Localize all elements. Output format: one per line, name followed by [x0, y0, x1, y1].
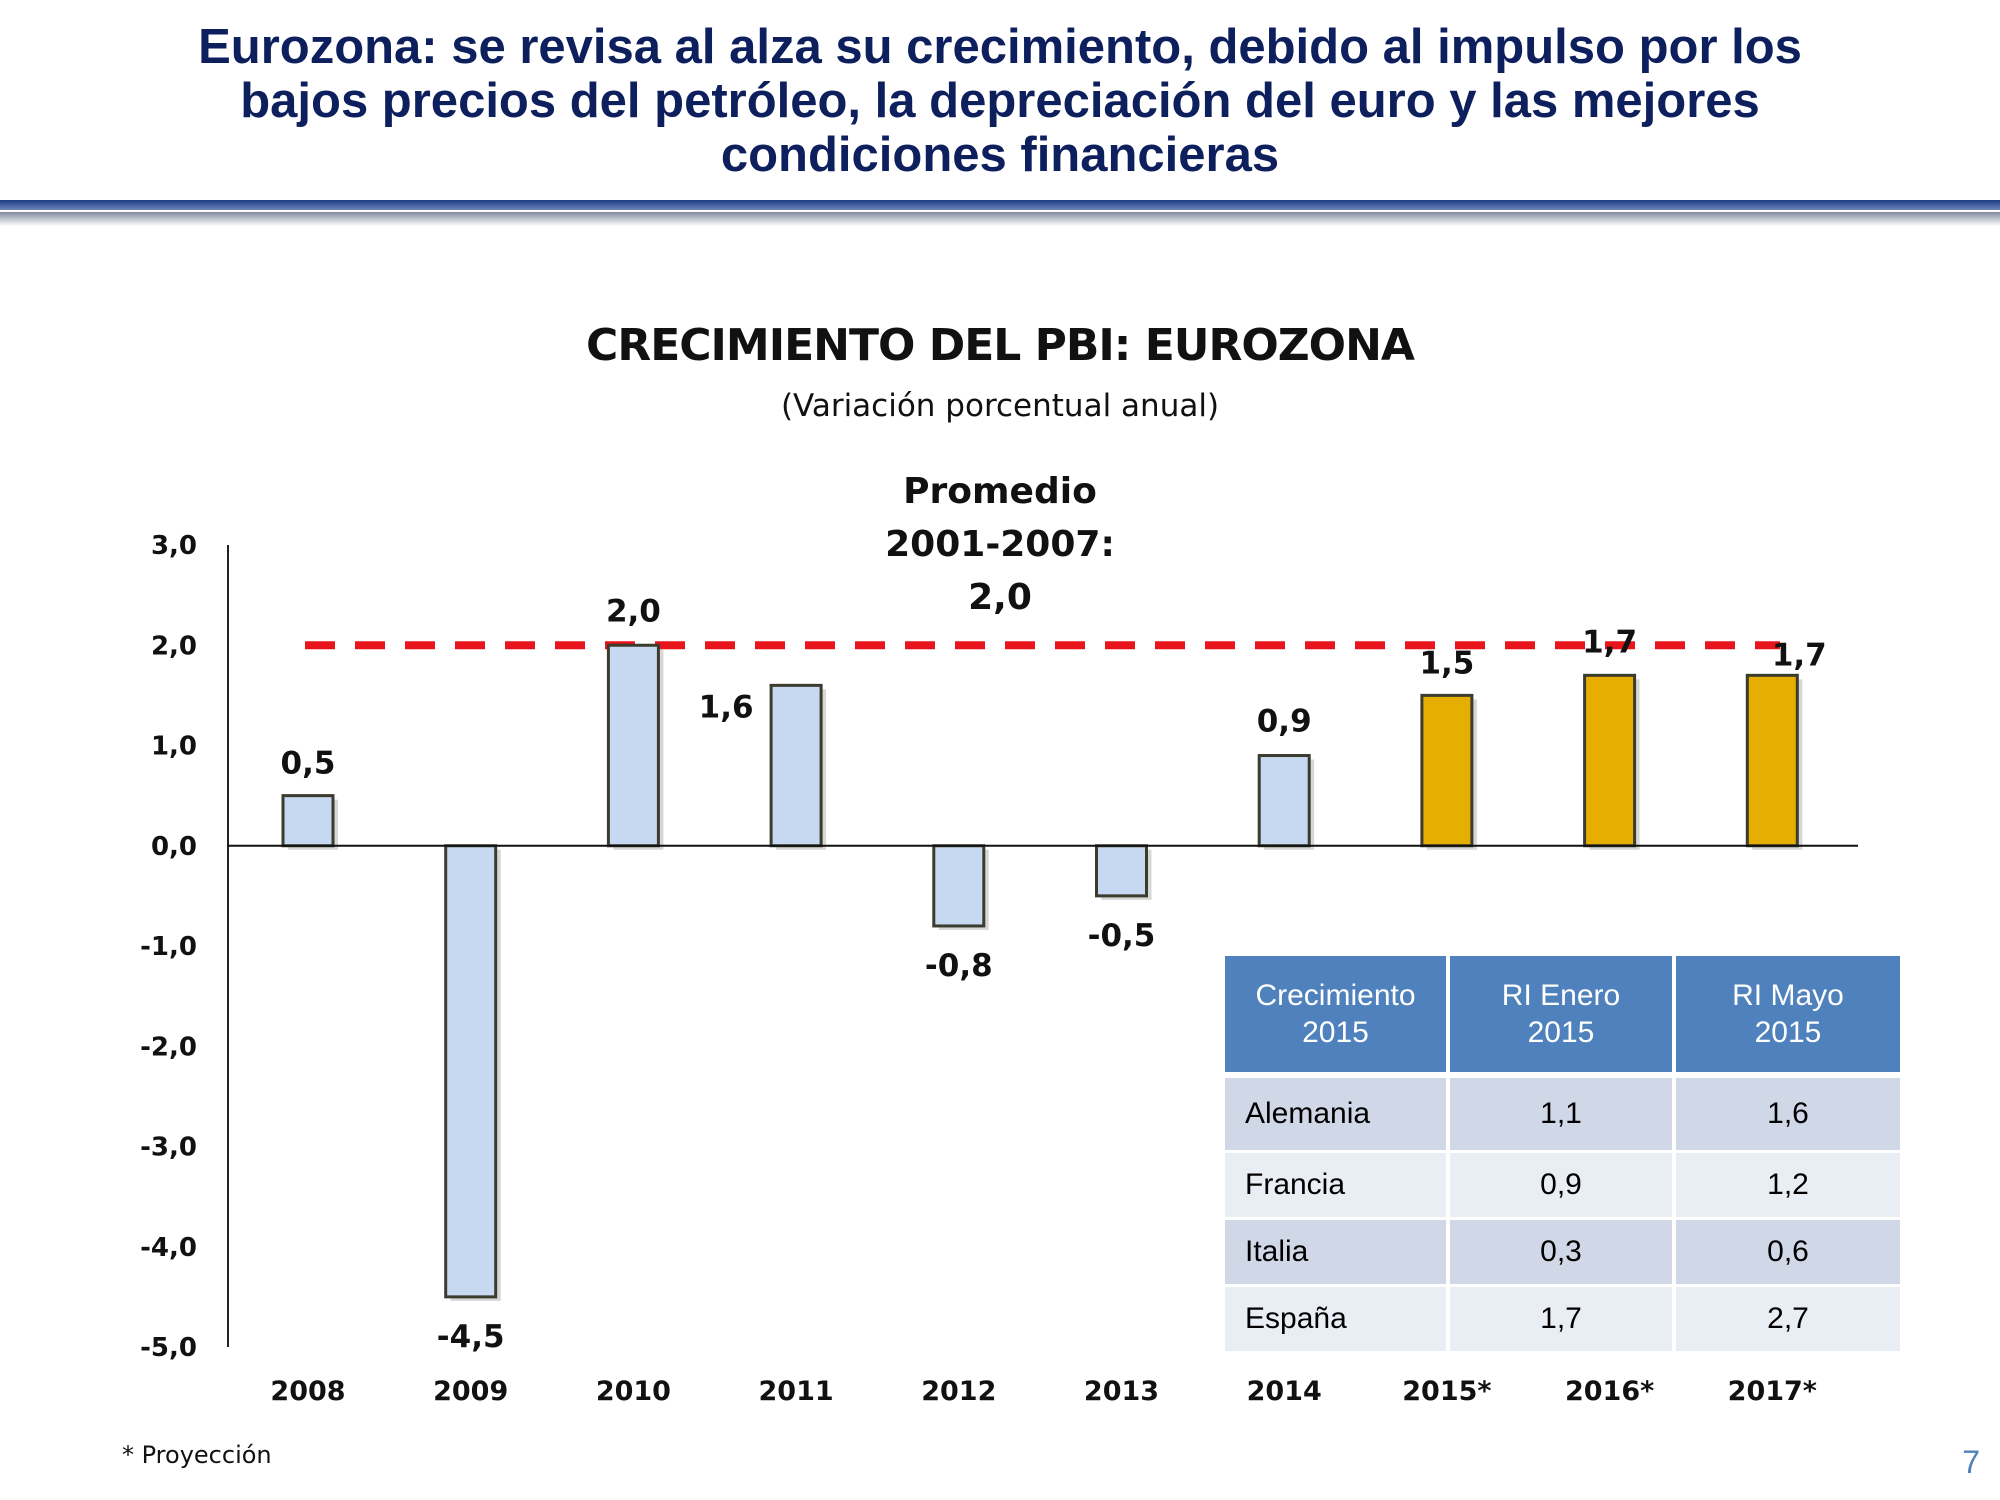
bar [444, 844, 498, 1299]
x-category-label: 2011 [759, 1376, 834, 1407]
bar-value-label: -0,5 [1088, 918, 1156, 954]
y-tick-label: -3,0 [140, 1133, 197, 1163]
average-annotation-line: 2,0 [968, 577, 1032, 618]
value-labels: 0,5 -4,5 2,0 1,6 -0,8 -0,5 0,9 1,5 1,7 1,7 [281, 593, 1827, 1355]
footnote: * Proyección [122, 1441, 272, 1469]
bar [1095, 844, 1148, 898]
y-tick-label: 2,0 [151, 631, 197, 661]
x-category-label: 2015* [1402, 1376, 1491, 1407]
bar [1420, 693, 1474, 848]
x-category-label: 2008 [270, 1376, 345, 1407]
bar-value-label: -4,5 [437, 1319, 505, 1355]
y-axis: 3,0 2,0 1,0 0,0 -1,0 -2,0 -3,0 -4,0 -5,0 [140, 531, 229, 1363]
x-category-label: 2010 [596, 1376, 671, 1407]
country-cell: Alemania [1225, 1078, 1450, 1150]
table-header-cell: Crecimiento 2015 [1225, 956, 1450, 1072]
bar [932, 844, 986, 928]
bar [1745, 673, 1799, 848]
table-header-cell: RI Mayo 2015 [1676, 956, 1900, 1072]
slide-title-line: Eurozona: se revisa al alza su crecimien… [198, 20, 1802, 74]
table-row: España 1,7 2,7 [1225, 1287, 1900, 1354]
title-divider-shadow [0, 212, 2000, 226]
table-body: Alemania 1,1 1,6 Francia 0,9 1,2 Italia … [1225, 1072, 1900, 1354]
y-tick-label: 1,0 [151, 732, 197, 762]
y-tick-label: 0,0 [151, 832, 197, 862]
x-category-label: 2009 [433, 1376, 508, 1407]
y-tick-label: -4,0 [140, 1233, 197, 1263]
y-tick-label: -5,0 [140, 1333, 197, 1363]
page-number: 7 [1962, 1444, 1980, 1480]
bar [769, 683, 823, 848]
slide-title: Eurozona: se revisa al alza su crecimien… [60, 20, 1940, 182]
bar [1583, 673, 1637, 848]
table-row: Francia 0,9 1,2 [1225, 1153, 1900, 1220]
bar-value-label: 2,0 [606, 593, 661, 629]
table-header-cell: RI Enero 2015 [1450, 956, 1676, 1072]
chart-title: CRECIMIENTO DEL PBI: EUROZONA [586, 320, 1415, 371]
x-category-label: 2014 [1247, 1376, 1322, 1407]
table-header-row: Crecimiento 2015 RI Enero 2015 RI Mayo 2015 [1225, 956, 1900, 1072]
x-category-label: 2017* [1728, 1376, 1817, 1407]
average-annotation: Promedio 2001-2007: 2,0 [800, 465, 1200, 624]
bar-value-label: 1,7 [1582, 624, 1637, 660]
y-tick-label: 3,0 [151, 531, 197, 561]
country-cell: Francia [1225, 1153, 1450, 1217]
x-category-label: 2012 [921, 1376, 996, 1407]
x-category-label: 2013 [1084, 1376, 1159, 1407]
bar-value-label: 0,5 [281, 746, 336, 782]
y-tick-label: -1,0 [140, 932, 197, 962]
x-category-label: 2016* [1565, 1376, 1654, 1407]
bar [281, 794, 335, 848]
title-divider [0, 200, 2000, 210]
ri-mayo-cell: 1,6 [1676, 1078, 1900, 1150]
country-cell: España [1225, 1287, 1450, 1351]
average-annotation-line: Promedio [903, 471, 1097, 512]
bar [606, 643, 660, 848]
growth-forecast-table: Crecimiento 2015 RI Enero 2015 RI Mayo 2015… [1225, 956, 1900, 1354]
bar-value-label: 0,9 [1257, 704, 1312, 740]
bar-value-label: -0,8 [925, 948, 993, 984]
category-labels: 2008 2009 2010 2011 2012 2013 2014 2015* 2016* 20… [270, 1376, 1817, 1407]
ri-enero-cell: 0,9 [1450, 1153, 1676, 1217]
ri-enero-cell: 1,7 [1450, 1287, 1676, 1351]
bar [1257, 754, 1311, 848]
slide-title-line: condiciones financieras [720, 128, 1280, 182]
chart-subtitle: (Variación porcentual anual) [780, 388, 1220, 424]
table-row: Alemania 1,1 1,6 [1225, 1078, 1900, 1153]
average-annotation-line: 2001-2007: [885, 524, 1115, 565]
bar-value-label: 1,5 [1419, 645, 1474, 681]
table-row: Italia 0,3 0,6 [1225, 1220, 1900, 1287]
y-tick-label: -2,0 [140, 1032, 197, 1062]
ri-mayo-cell: 2,7 [1676, 1287, 1900, 1351]
ri-enero-cell: 1,1 [1450, 1078, 1676, 1150]
bar-value-label: 1,6 [699, 689, 754, 725]
ri-enero-cell: 0,3 [1450, 1220, 1676, 1284]
slide-title-line: bajos precios del petróleo, la depreciac… [240, 74, 1760, 128]
bar-value-label: 1,7 [1772, 637, 1827, 673]
ri-mayo-cell: 1,2 [1676, 1153, 1900, 1217]
ri-mayo-cell: 0,6 [1676, 1220, 1900, 1284]
country-cell: Italia [1225, 1220, 1450, 1284]
